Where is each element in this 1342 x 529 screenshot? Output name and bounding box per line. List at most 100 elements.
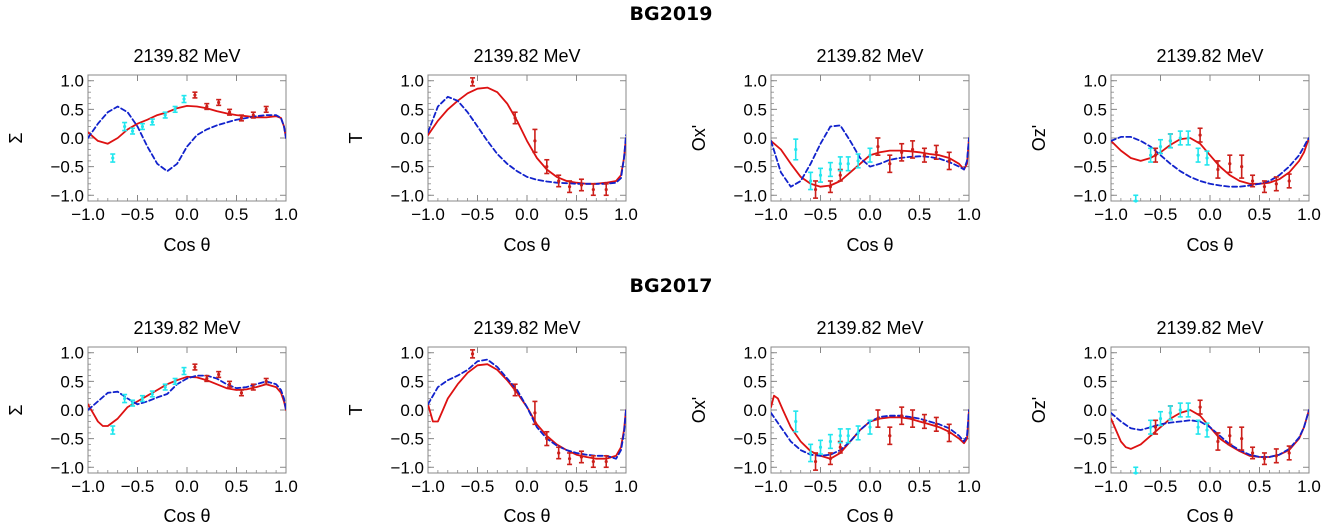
data-point-red (250, 111, 256, 119)
data-point-red (227, 108, 233, 116)
group-title: BG2017 (630, 275, 713, 297)
y-tick-label: 1.0 (1083, 344, 1107, 363)
y-tick-label: −1.0 (1073, 186, 1107, 205)
data-point-red (512, 111, 518, 125)
x-tick-label: 0.0 (515, 477, 539, 496)
data-point-red (1250, 446, 1256, 460)
data-point-cyan (827, 433, 833, 450)
data-point-red (603, 455, 609, 469)
x-tick-label: −0.5 (121, 477, 155, 496)
data-point-cyan (837, 156, 843, 172)
x-tick-label: 0.0 (175, 205, 199, 224)
x-axis-label: Cos θ (163, 506, 210, 526)
y-tick-label: −0.5 (733, 158, 767, 177)
panel-title: 2139.82 MeV (133, 318, 240, 338)
x-tick-label: −1.0 (1094, 477, 1128, 496)
y-tick-label: −0.5 (1073, 158, 1107, 177)
x-tick-label: 0.5 (908, 477, 932, 496)
y-tick-label: −1.0 (733, 458, 767, 477)
x-tick-label: 0.0 (1198, 477, 1222, 496)
y-axis-label: T (346, 133, 366, 144)
y-tick-label: 0.5 (60, 100, 84, 119)
y-axis-label: Ox' (689, 125, 709, 151)
data-point-cyan (162, 111, 168, 119)
x-tick-label: 0.0 (858, 477, 882, 496)
x-tick-label: 1.0 (614, 205, 638, 224)
y-tick-label: −0.5 (50, 158, 84, 177)
data-point-red (910, 409, 916, 428)
data-point-cyan (1177, 402, 1183, 418)
x-tick-label: 1.0 (614, 477, 638, 496)
data-point-red (238, 114, 244, 122)
y-tick-label: 0.0 (743, 129, 767, 148)
x-tick-label: 1.0 (1297, 477, 1321, 496)
data-point-red (204, 374, 210, 383)
data-point-cyan (867, 419, 873, 435)
y-tick-label: 0.5 (400, 372, 424, 391)
data-point-red (192, 363, 198, 371)
data-point-cyan (122, 121, 128, 132)
data-point-cyan (1133, 194, 1139, 203)
data-point-red (512, 383, 518, 397)
data-point-red (1286, 445, 1292, 461)
data-point-red (1227, 426, 1233, 446)
data-point-red (603, 183, 609, 197)
data-point-cyan (793, 410, 799, 433)
data-point-cyan (149, 118, 155, 126)
x-tick-label: 0.5 (565, 205, 589, 224)
panel-oz: 2139.82 MeV −1.0 −0.5 0.0 0.5 1.0 −1.0 −0.5 0.0 0… (1029, 46, 1321, 255)
y-tick-label: 1.0 (400, 72, 424, 91)
data-point-cyan (855, 153, 861, 169)
data-point-red (1239, 426, 1245, 451)
x-axis-label: Cos θ (846, 235, 893, 255)
data-point-red (250, 383, 256, 391)
y-tick-label: 1.0 (60, 344, 84, 363)
data-point-red (578, 178, 584, 192)
data-point-red (1197, 127, 1203, 143)
data-point-red (899, 406, 905, 426)
y-tick-label: −0.5 (1073, 430, 1107, 449)
data-point-red (887, 426, 893, 446)
x-tick-label: −1.0 (71, 477, 105, 496)
fit-curve-dashed (1111, 136, 1309, 188)
y-axis-label: Oz' (1029, 125, 1049, 151)
data-point-cyan (1158, 138, 1163, 155)
fit-curve-dashed (428, 95, 626, 185)
data-point-red (827, 180, 833, 194)
data-point-cyan (1204, 422, 1210, 438)
panel-sigma: 2139.82 MeV −1.0 −0.5 0.0 0.5 1.0 −1.0 −0.5 0.0 0… (6, 318, 298, 526)
fit-curve-dashed (1111, 409, 1309, 458)
data-point-red (204, 102, 210, 111)
data-point-cyan (1195, 147, 1201, 163)
data-point-red (544, 158, 550, 175)
x-tick-label: −0.5 (804, 205, 838, 224)
data-point-cyan (149, 390, 155, 398)
data-point-red (590, 183, 596, 197)
data-point-red (227, 380, 233, 388)
data-point-cyan (867, 147, 873, 163)
y-axis-label: Σ (6, 404, 26, 415)
panel-t: 2139.82 MeV −1.0 −0.5 0.0 0.5 1.0 −1.0 −0.5 0.0 0… (346, 318, 638, 526)
data-point-red (1215, 432, 1221, 451)
x-axis-label: Cos θ (846, 506, 893, 526)
data-point-red (470, 77, 476, 87)
y-tick-label: 0.0 (400, 401, 424, 420)
y-tick-label: −0.5 (390, 158, 424, 177)
data-point-cyan (808, 171, 814, 191)
x-tick-label: 0.0 (858, 205, 882, 224)
x-tick-label: 0.5 (1248, 477, 1272, 496)
fit-curve-dashed (88, 105, 286, 173)
y-tick-label: −0.5 (733, 430, 767, 449)
y-tick-label: 0.0 (1083, 401, 1107, 420)
fit-curve-dashed (428, 358, 626, 460)
data-point-red (263, 105, 269, 114)
data-point-red (1153, 419, 1159, 435)
x-tick-label: 1.0 (1297, 205, 1321, 224)
fit-curve-solid (88, 105, 286, 145)
data-point-red (556, 174, 562, 188)
data-point-red (192, 91, 198, 99)
y-tick-label: 1.0 (60, 72, 84, 91)
data-point-red (1215, 160, 1221, 179)
data-point-cyan (818, 439, 823, 455)
data-point-red (470, 349, 476, 359)
